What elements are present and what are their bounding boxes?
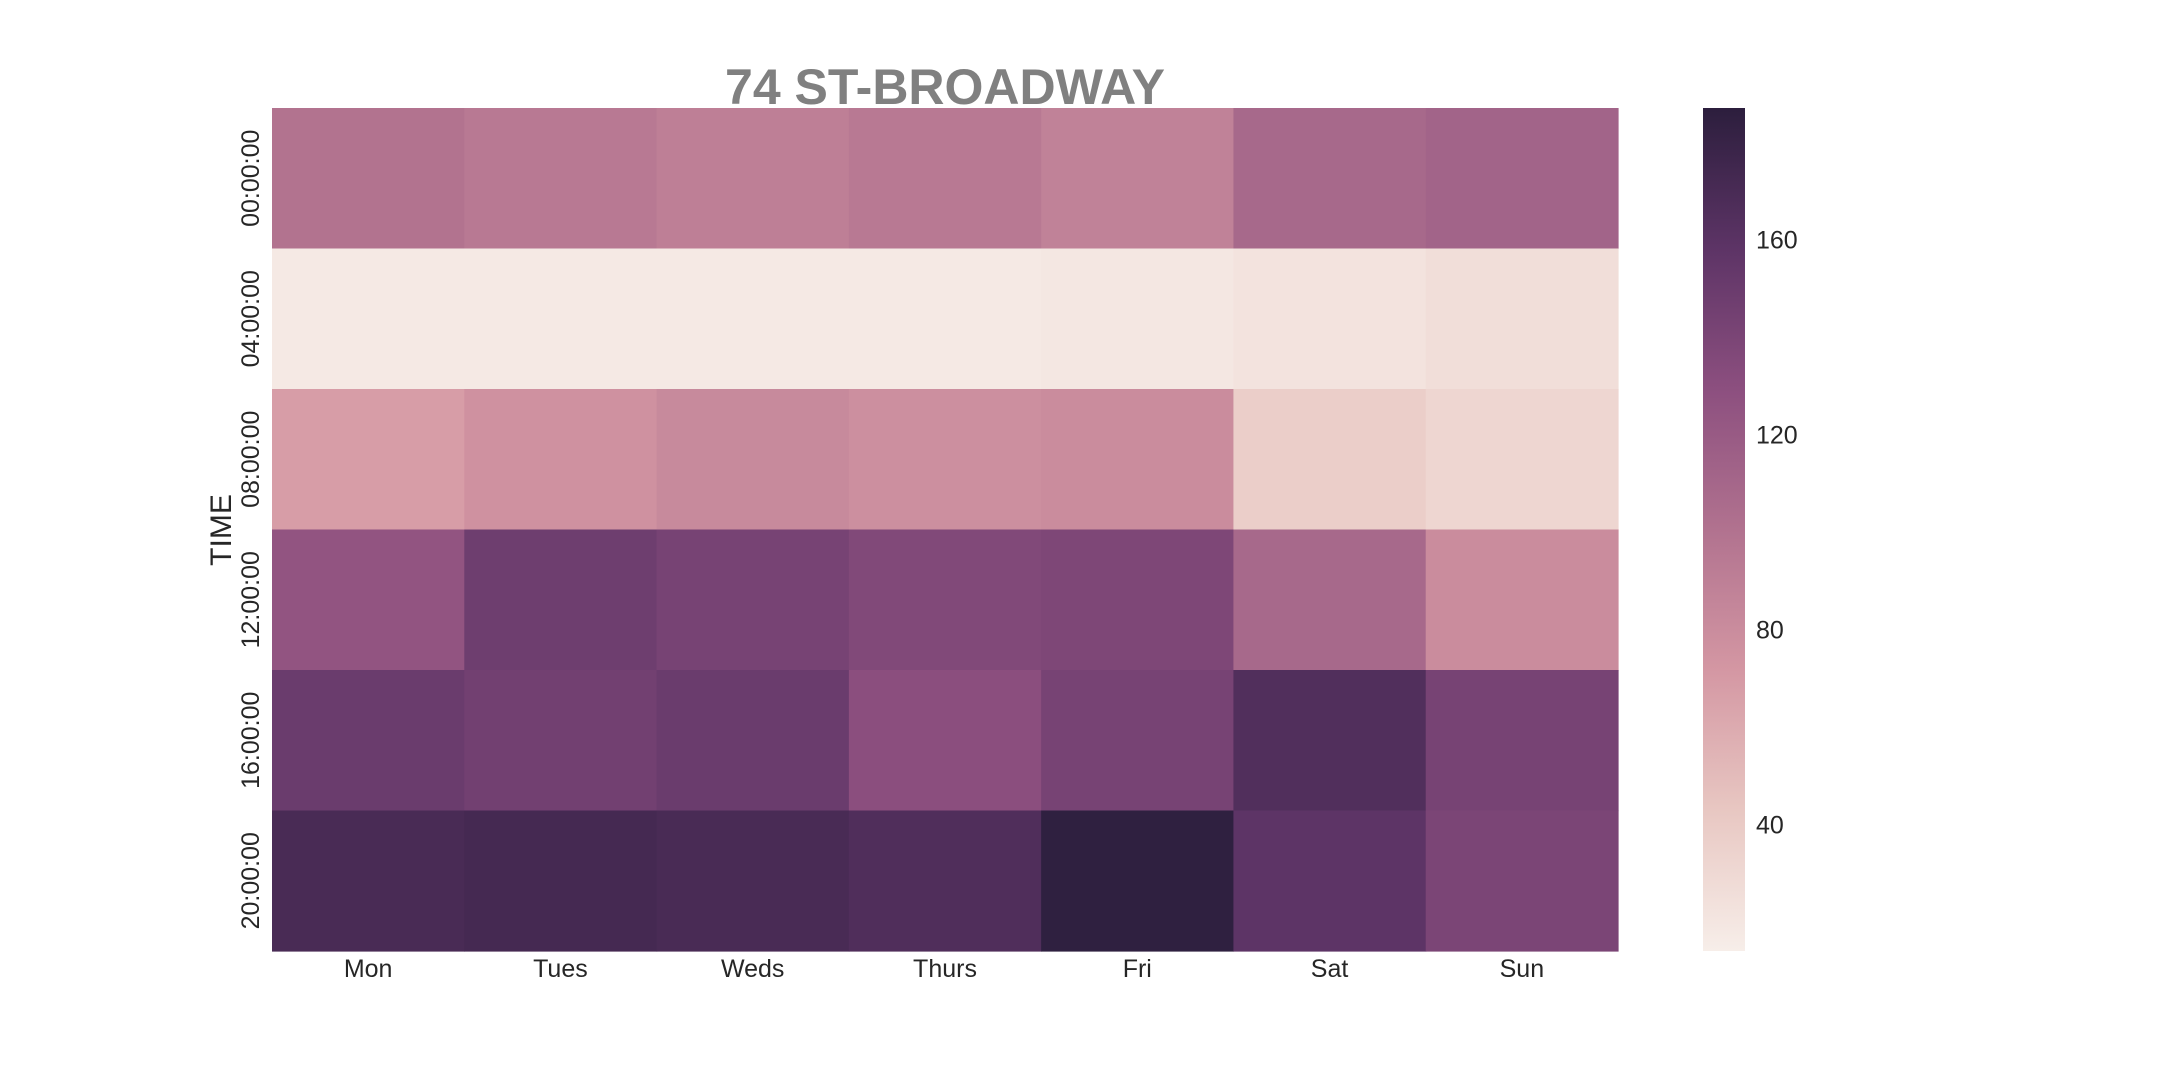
- heatmap-cell-08-tues: [464, 389, 658, 531]
- heatmap-cell-08-sat: [1233, 389, 1427, 531]
- heatmap-cell-12-thurs: [848, 529, 1042, 671]
- heatmap-cells: [272, 108, 1619, 952]
- heatmap-cell-00-thurs: [848, 108, 1042, 250]
- heatmap-cell-20-fri: [1041, 810, 1235, 952]
- heatmap-cell-04-thurs: [848, 248, 1042, 390]
- y-axis-label: TIME: [205, 494, 238, 566]
- heatmap-cell-04-tues: [464, 248, 658, 390]
- heatmap-cell-16-weds: [656, 670, 850, 812]
- x-tick-label: Fri: [1123, 955, 1152, 983]
- heatmap-cell-04-fri: [1041, 248, 1235, 390]
- heatmap-cell-08-thurs: [848, 389, 1042, 531]
- colorbar-tick-label: 120: [1756, 421, 1798, 449]
- colorbar: [1703, 108, 1745, 951]
- heatmap-cell-04-mon: [272, 248, 465, 390]
- heatmap-cell-20-sat: [1233, 810, 1427, 952]
- x-tick-label: Sun: [1500, 955, 1544, 983]
- heatmap-cell-16-sat: [1233, 670, 1427, 812]
- chart-title: 74 ST-BROADWAY: [725, 59, 1165, 115]
- heatmap-cell-20-tues: [464, 810, 658, 952]
- heatmap-cell-12-sat: [1233, 529, 1427, 671]
- heatmap-cell-00-mon: [272, 108, 465, 250]
- y-tick-label: 20:00:00: [237, 832, 265, 929]
- heatmap-cell-16-fri: [1041, 670, 1235, 812]
- heatmap-cell-12-mon: [272, 529, 465, 671]
- x-tick-label: Thurs: [913, 955, 977, 983]
- heatmap-cell-20-mon: [272, 810, 465, 952]
- x-tick-label: Sat: [1311, 955, 1349, 983]
- heatmap-cell-12-fri: [1041, 529, 1235, 671]
- colorbar-tick-label: 160: [1756, 227, 1798, 255]
- y-tick-label: 12:00:00: [237, 551, 265, 648]
- heatmap-cell-00-tues: [464, 108, 658, 250]
- heatmap-cell-16-sun: [1425, 670, 1619, 812]
- heatmap-cell-16-thurs: [848, 670, 1042, 812]
- heatmap-cell-12-tues: [464, 529, 658, 671]
- y-tick-label: 04:00:00: [237, 270, 265, 367]
- colorbar-tick-label: 80: [1756, 616, 1784, 644]
- y-tick-label: 16:00:00: [237, 692, 265, 789]
- y-tick-label: 00:00:00: [237, 130, 265, 227]
- heatmap-cell-12-weds: [656, 529, 850, 671]
- y-tick-labels: 00:00:00 04:00:00 08:00:00 12:00:00 16:00:00…: [237, 130, 265, 930]
- x-tick-label: Mon: [344, 955, 393, 983]
- heatmap-cell-00-sun: [1425, 108, 1619, 250]
- x-tick-label: Weds: [721, 955, 784, 983]
- x-tick-labels: Mon Tues Weds Thurs Fri Sat Sun: [344, 955, 1544, 983]
- y-tick-label: 08:00:00: [237, 411, 265, 508]
- heatmap-cell-04-weds: [656, 248, 850, 390]
- heatmap-cell-08-mon: [272, 389, 465, 531]
- heatmap-cell-20-thurs: [848, 810, 1042, 952]
- heatmap-cell-16-mon: [272, 670, 465, 812]
- colorbar-tick-labels: 40 80 120 160: [1756, 227, 1798, 840]
- heatmap-cell-00-weds: [656, 108, 850, 250]
- x-tick-label: Tues: [533, 955, 588, 983]
- heatmap-cell-00-fri: [1041, 108, 1235, 250]
- heatmap-cell-04-sun: [1425, 248, 1619, 390]
- heatmap-cell-08-weds: [656, 389, 850, 531]
- heatmap-cell-04-sat: [1233, 248, 1427, 390]
- heatmap-cell-20-weds: [656, 810, 850, 952]
- heatmap-cell-00-sat: [1233, 108, 1427, 250]
- heatmap-cell-08-sun: [1425, 389, 1619, 531]
- heatmap-cell-12-sun: [1425, 529, 1619, 671]
- colorbar-tick-label: 40: [1756, 811, 1784, 839]
- heatmap-cell-16-tues: [464, 670, 658, 812]
- heatmap-cell-20-sun: [1425, 810, 1619, 952]
- heatmap-cell-08-fri: [1041, 389, 1235, 531]
